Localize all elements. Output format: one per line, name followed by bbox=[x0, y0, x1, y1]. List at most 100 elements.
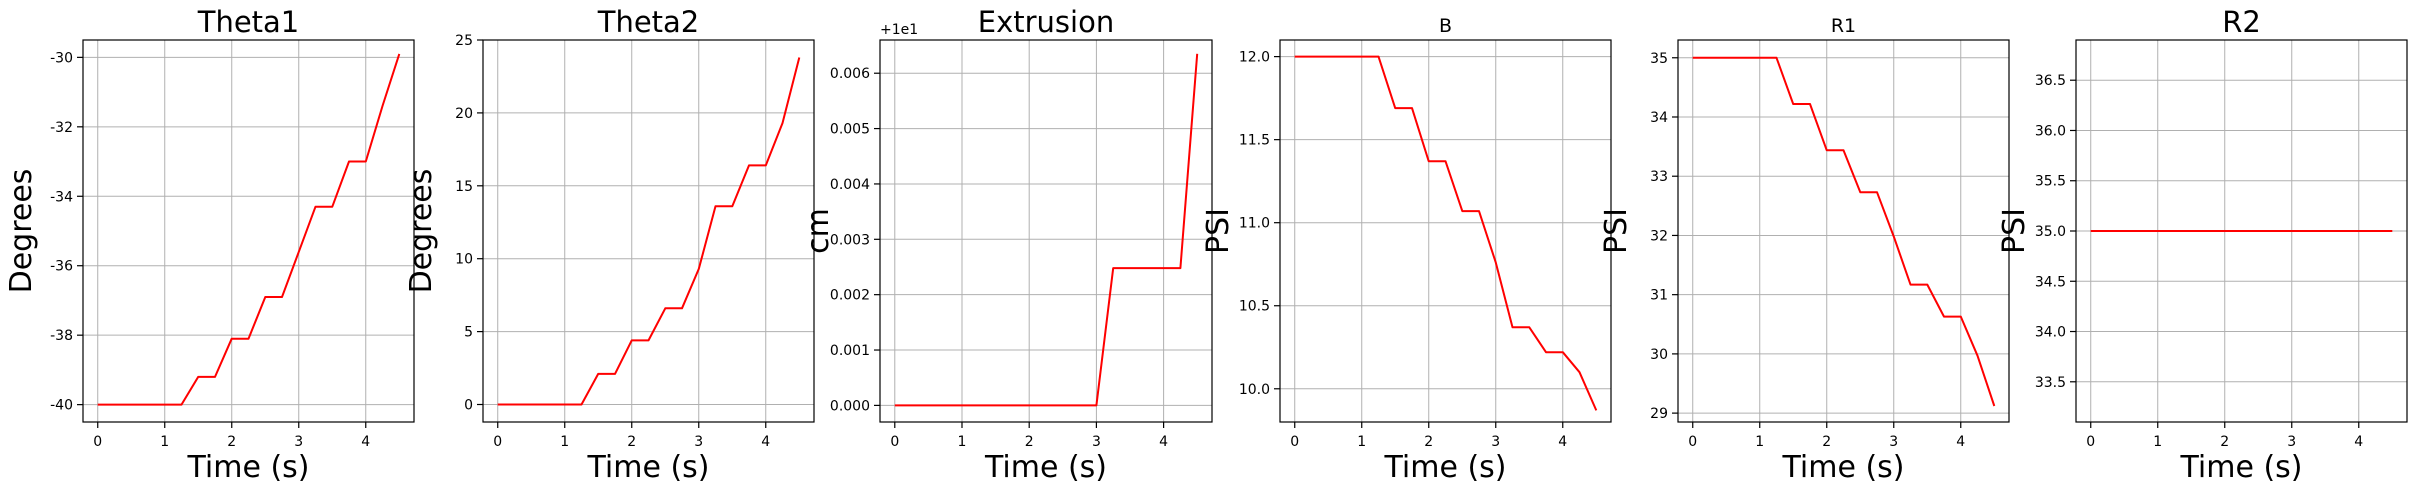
y-axis-label: PSI bbox=[1201, 208, 1236, 254]
x-tick-label: 1 bbox=[560, 434, 569, 450]
y-tick-label: 36.5 bbox=[2035, 73, 2066, 89]
x-axis-label: Time (s) bbox=[587, 450, 710, 485]
y-tick-label: 32 bbox=[1650, 228, 1668, 244]
x-tick-label: 3 bbox=[694, 434, 703, 450]
x-axis-label: Time (s) bbox=[1782, 450, 1905, 485]
x-tick-label: 0 bbox=[1688, 434, 1697, 450]
subplot-1: 0 1 2 3 4 -40 -38 -36 -34 -32 -30 Theta1 Time (s) Deg… bbox=[4, 5, 415, 485]
x-tick-label: 2 bbox=[627, 434, 636, 450]
x-tick-label: 1 bbox=[1357, 434, 1366, 450]
y-tick-label: 11.0 bbox=[1239, 216, 1270, 232]
y-tick-label: -34 bbox=[50, 189, 73, 205]
x-tick-label: 0 bbox=[2086, 434, 2095, 450]
x-tick-label: 2 bbox=[1822, 434, 1831, 450]
axes-frame bbox=[1677, 39, 2010, 423]
x-tick-label: 2 bbox=[2220, 434, 2229, 450]
x-tick-label: 4 bbox=[761, 434, 770, 450]
y-axis-label: Degrees bbox=[404, 169, 439, 294]
series-line-1 bbox=[497, 57, 801, 406]
x-axis-label: Time (s) bbox=[187, 450, 310, 485]
x-tick-label: 2 bbox=[1025, 434, 1034, 450]
series-line-1 bbox=[1294, 55, 1598, 411]
y-tick-label: 0.005 bbox=[830, 122, 870, 138]
y-tick-label: -32 bbox=[50, 120, 73, 136]
y-tick-label: 0.003 bbox=[830, 232, 870, 248]
x-tick-label: 3 bbox=[2287, 434, 2296, 450]
subplot-title: B bbox=[1439, 15, 1452, 37]
y-tick-label: 34 bbox=[1650, 110, 1668, 126]
subplot-title: R1 bbox=[1831, 15, 1856, 37]
y-tick-label: 33 bbox=[1650, 169, 1668, 185]
y-tick-label: 12.0 bbox=[1239, 50, 1270, 66]
y-tick-label: -36 bbox=[50, 259, 73, 275]
x-tick-label: 0 bbox=[493, 434, 502, 450]
y-tick-label: 11.5 bbox=[1239, 133, 1270, 149]
y-tick-label: 5 bbox=[464, 325, 473, 341]
x-axis-label: Time (s) bbox=[1384, 450, 1507, 485]
subplot-3: 0 1 2 3 4 0.000 0.001 0.002 0.003 0.004 0.005 0.006… bbox=[801, 5, 1213, 485]
series-line-1 bbox=[1692, 56, 1996, 407]
subplot-title: Theta2 bbox=[597, 5, 700, 39]
x-tick-label: 1 bbox=[160, 434, 169, 450]
x-tick-label: 4 bbox=[2354, 434, 2363, 450]
axes-frame bbox=[82, 39, 415, 423]
y-axis-label: PSI bbox=[1599, 208, 1634, 254]
y-tick-label: 34.0 bbox=[2035, 325, 2066, 341]
x-tick-label: 4 bbox=[361, 434, 370, 450]
y-tick-label: 15 bbox=[455, 179, 473, 195]
subplot-title: Theta1 bbox=[197, 5, 300, 39]
y-tick-label: 31 bbox=[1650, 288, 1668, 304]
axes-frame bbox=[1279, 39, 1612, 423]
y-tick-label: 0.000 bbox=[830, 398, 870, 414]
x-axis-label: Time (s) bbox=[984, 450, 1107, 485]
y-tick-label: -40 bbox=[50, 398, 73, 414]
subplot-4: 0 1 2 3 4 10.0 10.5 11.0 11.5 12.0 B Time (s) PSI bbox=[1201, 15, 1612, 485]
y-tick-label: 0.002 bbox=[830, 288, 870, 304]
x-tick-label: 2 bbox=[227, 434, 236, 450]
subplot-6: 0 1 2 3 4 33.5 34.0 34.5 35.0 35.5 36.0 36.5 R2 Time … bbox=[1997, 5, 2408, 485]
axes-frame bbox=[482, 39, 815, 423]
y-tick-label: 36.0 bbox=[2035, 123, 2066, 139]
y-tick-label: 10.5 bbox=[1239, 299, 1270, 315]
x-tick-label: 2 bbox=[1424, 434, 1433, 450]
y-tick-label: 30 bbox=[1650, 347, 1668, 363]
subplot-title: R2 bbox=[2222, 5, 2261, 39]
y-tick-label: 25 bbox=[455, 33, 473, 49]
y-tick-label: 34.5 bbox=[2035, 274, 2066, 290]
axis-offset-label: +1e1 bbox=[880, 22, 918, 38]
y-tick-label: -30 bbox=[50, 50, 73, 66]
x-tick-label: 1 bbox=[1755, 434, 1764, 450]
y-axis-label: cm bbox=[801, 208, 836, 254]
x-axis-label: Time (s) bbox=[2180, 450, 2303, 485]
y-tick-label: 35.5 bbox=[2035, 174, 2066, 190]
y-tick-label: 35.0 bbox=[2035, 224, 2066, 240]
x-tick-label: 4 bbox=[1159, 434, 1168, 450]
x-tick-label: 3 bbox=[1491, 434, 1500, 450]
y-tick-label: 29 bbox=[1650, 406, 1668, 422]
subplot-2: 0 1 2 3 4 0 5 10 15 20 25 Theta2 Time (s) Degrees bbox=[404, 5, 815, 485]
y-axis-label: PSI bbox=[1997, 208, 2032, 254]
x-tick-label: 3 bbox=[1889, 434, 1898, 450]
x-tick-label: 0 bbox=[1290, 434, 1299, 450]
y-tick-label: 35 bbox=[1650, 51, 1668, 67]
y-tick-label: 10 bbox=[455, 252, 473, 268]
series-line-1 bbox=[894, 53, 1199, 407]
x-tick-label: 1 bbox=[2153, 434, 2162, 450]
x-tick-label: 0 bbox=[890, 434, 899, 450]
y-tick-label: 20 bbox=[455, 106, 473, 122]
x-tick-label: 0 bbox=[93, 434, 102, 450]
y-tick-label: 0.001 bbox=[830, 343, 870, 359]
x-tick-label: 1 bbox=[958, 434, 967, 450]
axes-frame bbox=[879, 39, 1213, 423]
x-tick-label: 3 bbox=[294, 434, 303, 450]
y-tick-label: 0.004 bbox=[830, 177, 870, 193]
y-axis-label: Degrees bbox=[4, 169, 39, 294]
subplot-title: Extrusion bbox=[978, 5, 1114, 39]
y-tick-label: 0.006 bbox=[830, 66, 870, 82]
x-tick-label: 3 bbox=[1092, 434, 1101, 450]
y-tick-label: 10.0 bbox=[1239, 382, 1270, 398]
series-line-1 bbox=[97, 53, 401, 406]
y-tick-label: -38 bbox=[50, 328, 73, 344]
